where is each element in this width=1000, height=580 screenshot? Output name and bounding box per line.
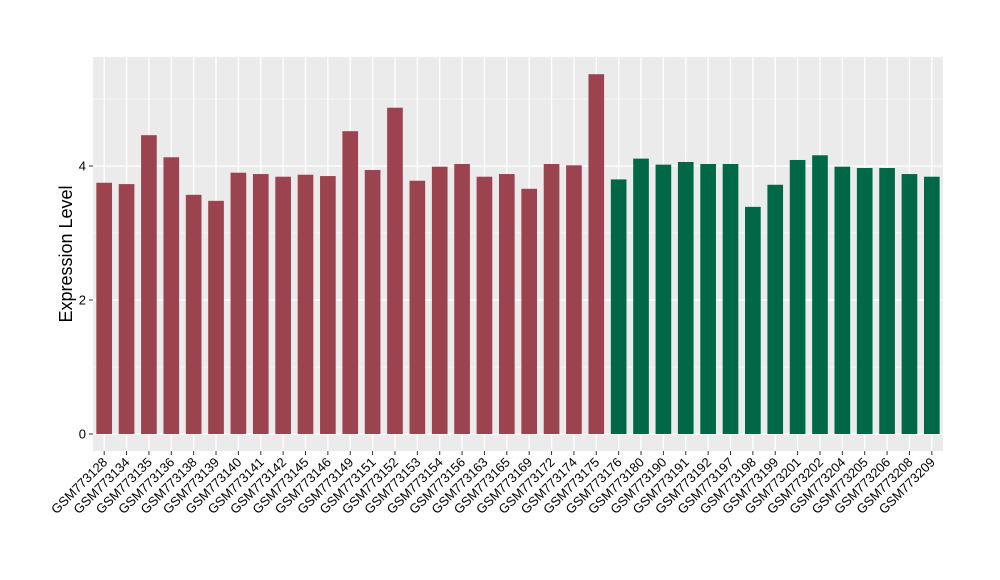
bar-GSM773134 [118, 184, 135, 434]
bar-GSM773151 [364, 170, 381, 434]
bar-GSM773191 [677, 161, 694, 435]
bar-GSM773197 [722, 163, 739, 435]
bar-GSM773152 [387, 107, 403, 435]
bar-GSM773154 [431, 166, 448, 435]
bar-GSM773205 [856, 168, 873, 434]
bar-GSM773206 [879, 168, 895, 434]
bar-GSM773192 [700, 163, 716, 435]
bar-GSM773139 [208, 200, 224, 434]
bar-GSM773146 [320, 176, 336, 435]
bar-GSM773209 [923, 176, 940, 434]
bar-GSM773176 [610, 179, 627, 434]
bar-GSM773141 [252, 174, 269, 435]
bar-GSM773204 [834, 166, 851, 435]
bar-GSM773174 [566, 165, 582, 434]
bar-GSM773136 [163, 157, 180, 435]
bar-GSM773201 [789, 159, 806, 434]
bars [96, 74, 940, 435]
bar-GSM773163 [476, 176, 493, 434]
bar-GSM773153 [409, 180, 426, 434]
bar-GSM773145 [297, 174, 314, 434]
bar-GSM773198 [745, 206, 761, 434]
bar-GSM773199 [767, 184, 784, 434]
y-axis: 0 2 4 [79, 159, 93, 442]
bar-GSM773142 [275, 176, 291, 434]
bar-GSM773208 [901, 174, 918, 435]
bar-GSM773156 [454, 163, 470, 435]
y-tick-label: 2 [79, 293, 86, 308]
bar-GSM773190 [655, 164, 672, 434]
bar-GSM773180 [633, 158, 649, 434]
bar-GSM773140 [230, 172, 247, 434]
bar-GSM773169 [521, 188, 538, 434]
bar-GSM773128 [96, 182, 113, 434]
bar-GSM773149 [342, 131, 359, 434]
bar-GSM773135 [141, 135, 157, 434]
y-tick-label: 4 [79, 159, 86, 174]
x-axis: GSM773128GSM773134GSM773135GSM773136GSM7… [48, 451, 938, 517]
bar-GSM773172 [543, 163, 560, 435]
y-tick-label: 0 [79, 427, 86, 442]
bar-GSM773165 [498, 174, 515, 435]
y-axis-title: Expression Level [56, 185, 76, 322]
bar-GSM773138 [185, 194, 202, 434]
bar-GSM773175 [588, 74, 605, 435]
bar-GSM773202 [812, 155, 828, 434]
